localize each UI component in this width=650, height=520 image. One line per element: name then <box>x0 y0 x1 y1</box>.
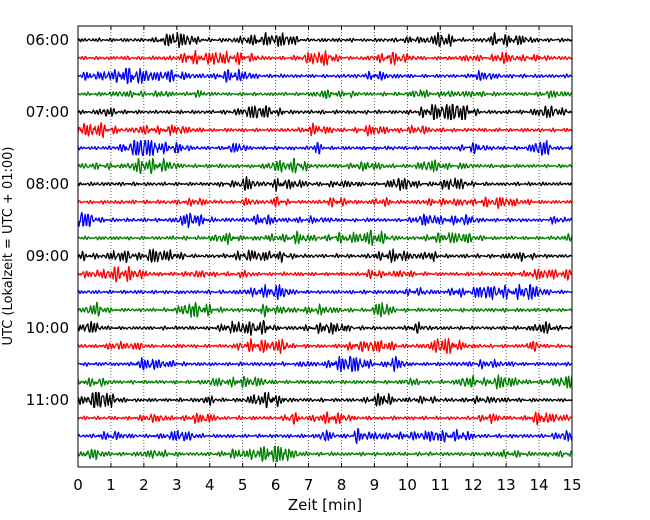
plot-frame <box>77 25 573 468</box>
x-tick-label: 8 <box>337 476 347 494</box>
x-tick-label: 1 <box>106 476 116 494</box>
trace-line <box>77 319 573 337</box>
trace-line <box>77 355 573 373</box>
y-tick-label: 07:00 <box>26 103 69 121</box>
trace-line <box>77 445 573 463</box>
trace-line <box>77 337 573 355</box>
y-tick-label: 11:00 <box>26 391 69 409</box>
trace-line <box>77 67 573 85</box>
trace-line <box>77 265 573 283</box>
trace-line <box>77 176 573 192</box>
y-tick-label: 09:00 <box>26 247 69 265</box>
y-tick-label: 06:00 <box>26 31 69 49</box>
trace-line <box>77 427 573 445</box>
trace-line <box>77 411 573 426</box>
x-tick-label: 0 <box>73 476 83 494</box>
trace-line <box>77 103 573 121</box>
x-axis-label: Zeit [min] <box>288 496 362 514</box>
x-tick-label: 10 <box>398 476 417 494</box>
x-tick-label: 3 <box>172 476 182 494</box>
trace-line <box>77 157 573 175</box>
trace-line <box>77 211 573 229</box>
x-tick-label: 12 <box>464 476 483 494</box>
y-axis-ticks: 06:00 07:00 08:00 09:00 10:00 11:00 <box>26 31 572 409</box>
trace-line <box>77 195 573 210</box>
trace-line <box>77 374 573 390</box>
trace-line <box>77 122 573 139</box>
trace-line <box>77 391 573 409</box>
trace-line <box>77 89 573 100</box>
trace-line <box>77 49 573 67</box>
x-tick-label: 15 <box>562 476 581 494</box>
trace-line <box>77 31 573 49</box>
x-tick-label: 14 <box>530 476 549 494</box>
trace-line <box>77 283 573 301</box>
x-tick-label: 2 <box>139 476 149 494</box>
x-tick-label: 4 <box>205 476 215 494</box>
x-tick-label: 11 <box>431 476 450 494</box>
x-tick-label: 7 <box>304 476 314 494</box>
y-tick-label: 08:00 <box>26 175 69 193</box>
x-tick-label: 13 <box>497 476 516 494</box>
trace-group <box>77 31 573 463</box>
trace-line <box>77 248 573 264</box>
trace-line <box>77 139 573 157</box>
x-axis-ticks: 0 1 2 3 4 5 6 7 8 9 10 11 12 13 14 15 <box>73 26 582 494</box>
trace-line <box>77 301 573 318</box>
y-tick-label: 10:00 <box>26 319 69 337</box>
y-axis-label: UTC (Lokalzeit = UTC + 01:00) <box>1 147 16 346</box>
trace-line <box>77 229 573 247</box>
x-tick-label: 6 <box>271 476 281 494</box>
x-tick-label: 9 <box>370 476 380 494</box>
x-tick-label: 5 <box>238 476 248 494</box>
